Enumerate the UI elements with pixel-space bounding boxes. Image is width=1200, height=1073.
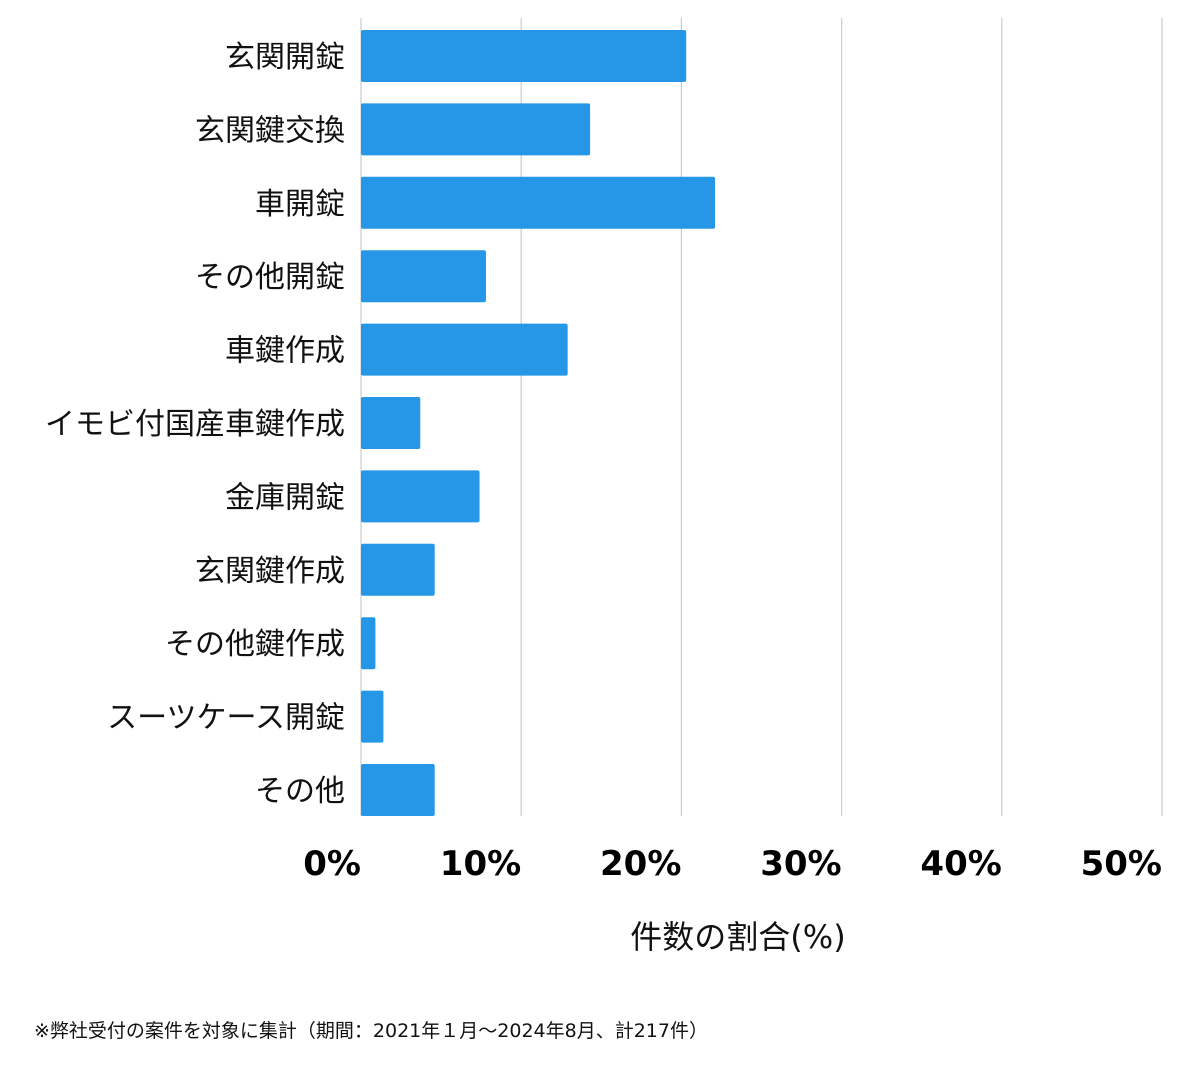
category-label: スーツケース開錠: [107, 701, 345, 736]
bar: [361, 397, 421, 449]
bar: [361, 323, 568, 376]
category-label: 玄関鍵作成: [195, 554, 345, 589]
bar: [361, 764, 435, 816]
category-label: 金庫開錠: [225, 480, 345, 515]
bar: [361, 30, 687, 82]
bar: [361, 103, 591, 156]
x-tick-label: 50%: [1081, 844, 1162, 884]
x-tick-label: 20%: [600, 844, 681, 884]
x-tick-label: 0%: [303, 844, 361, 884]
x-tick-label: 30%: [760, 844, 841, 884]
category-labels: 玄関開錠玄関鍵交換車開錠その他開錠車鍵作成イモビ付国産車鍵作成金庫開錠玄関鍵作成…: [45, 40, 345, 809]
category-label: 玄関開錠: [225, 40, 345, 75]
category-label: その他開錠: [195, 260, 345, 295]
bar: [361, 543, 435, 596]
footnote: ※弊社受付の案件を対象に集計（期間：2021年１月～2024年8月、計217件）: [34, 1020, 708, 1042]
bar: [361, 617, 376, 670]
bar: [361, 690, 384, 743]
category-label: 車鍵作成: [225, 334, 345, 369]
bar: [361, 250, 486, 303]
x-tick-label: 40%: [920, 844, 1001, 884]
x-tick-label: 10%: [440, 844, 521, 884]
category-label: その他: [255, 774, 345, 809]
x-axis-title: 件数の割合(%): [630, 918, 845, 956]
category-label: 玄関鍵交換: [195, 113, 345, 148]
bar: [361, 176, 716, 229]
bar: [361, 470, 480, 523]
bars: [361, 30, 716, 816]
category-label: その他鍵作成: [165, 627, 345, 662]
category-label: 車開錠: [255, 187, 345, 222]
category-label: イモビ付国産車鍵作成: [45, 407, 345, 442]
x-tick-labels: 0% 10% 20% 30% 40% 50%: [303, 844, 1162, 884]
